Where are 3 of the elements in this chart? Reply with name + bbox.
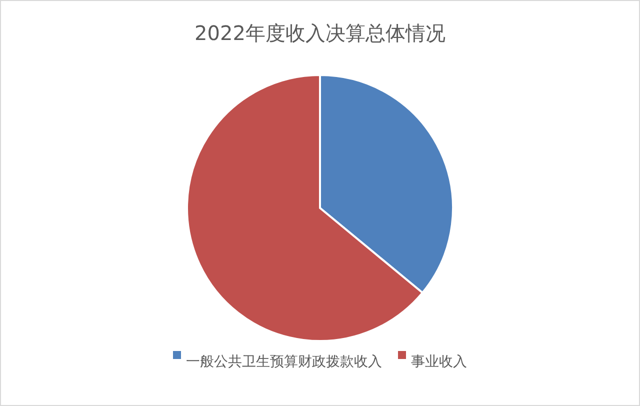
chart-title: 2022年度收入决算总体情况 [194, 21, 446, 45]
legend-label: 事业收入 [411, 354, 467, 370]
legend-label: 一般公共卫生预算财政拨款收入 [186, 354, 382, 370]
